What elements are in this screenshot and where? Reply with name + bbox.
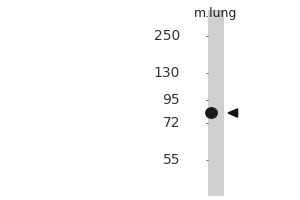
Text: m.lung: m.lung	[194, 6, 238, 20]
FancyBboxPatch shape	[208, 10, 224, 196]
Ellipse shape	[206, 108, 217, 118]
Text: 72: 72	[163, 116, 180, 130]
Text: 250: 250	[154, 29, 180, 43]
Polygon shape	[228, 109, 238, 117]
Text: 95: 95	[162, 93, 180, 107]
Text: 55: 55	[163, 153, 180, 167]
Text: 130: 130	[154, 66, 180, 80]
